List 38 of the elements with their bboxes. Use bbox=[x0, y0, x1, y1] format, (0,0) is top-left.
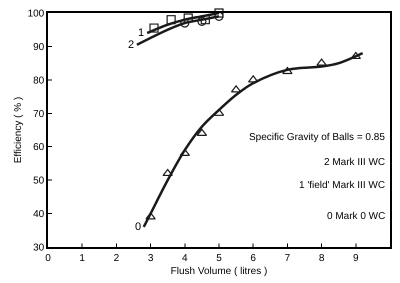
y-tick-label: 100 bbox=[28, 8, 45, 20]
x-tick-label: 9 bbox=[353, 252, 360, 264]
y-tick-label: 40 bbox=[33, 209, 45, 220]
series-label: 1 bbox=[138, 27, 144, 39]
annotation: 1 'field' Mark III WC bbox=[299, 180, 386, 191]
y-axis-title: Efficiency ( % ) bbox=[13, 96, 24, 164]
x-tick-label: 5 bbox=[216, 252, 222, 264]
y-tick-label: 60 bbox=[33, 142, 45, 154]
point bbox=[200, 15, 210, 24]
x-tick-label: 8 bbox=[318, 252, 325, 264]
y-tick-label: 50 bbox=[33, 176, 45, 187]
x-tick-label: 6 bbox=[250, 252, 256, 264]
point bbox=[166, 15, 176, 24]
point bbox=[350, 52, 362, 60]
annotation: 2 Mark III WC bbox=[324, 157, 386, 168]
annotation: Specific Gravity of Balls = 0.85 bbox=[249, 132, 386, 143]
point bbox=[162, 168, 173, 176]
point bbox=[197, 16, 206, 26]
x-tick-label: 3 bbox=[148, 252, 154, 264]
x-axis-title: Flush Volume ( litres ) bbox=[170, 266, 268, 277]
line-series bbox=[142, 52, 364, 228]
y-tick-label: 70 bbox=[33, 108, 45, 120]
x-tick-label: 7 bbox=[284, 252, 291, 264]
annotation: 0 Mark 0 WC bbox=[327, 211, 386, 222]
x-tick-label: 2 bbox=[114, 252, 120, 264]
point bbox=[282, 66, 293, 74]
y-tick-label: 90 bbox=[33, 42, 45, 53]
point bbox=[184, 13, 193, 23]
point bbox=[149, 23, 159, 33]
y-tick-label: 80 bbox=[33, 75, 45, 86]
y-tick-label: 30 bbox=[33, 242, 45, 254]
point bbox=[214, 8, 224, 18]
series-label: 2 bbox=[128, 39, 134, 51]
x-tick-label: 1 bbox=[79, 252, 86, 264]
series-label: 0 bbox=[135, 221, 142, 233]
x-tick-label: 4 bbox=[182, 252, 188, 264]
point bbox=[145, 212, 156, 220]
x-tick-label: 0 bbox=[45, 252, 52, 264]
